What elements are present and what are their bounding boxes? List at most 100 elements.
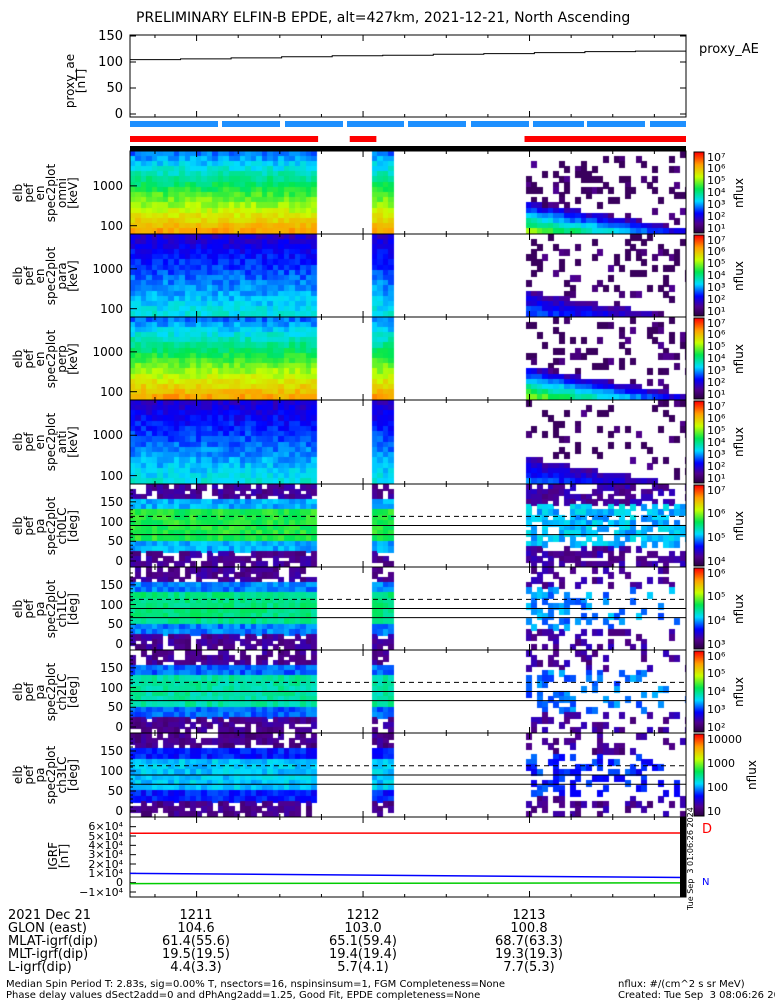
colorbar-tick-label: 10000 [707, 732, 742, 746]
colorbar-tick-label: 10⁷ [707, 150, 726, 164]
colorbar-tick-label: 10⁴ [707, 613, 726, 627]
colorbar-frame [693, 733, 705, 817]
colorbar-6 [694, 568, 704, 649]
igrf-ytick-label: 0 [116, 876, 123, 890]
spectrogram-1-ylabel: elb pef en spec2plot omni [keV] [11, 163, 80, 222]
colorbar-frame [693, 317, 705, 400]
spectrogram-ytick-label: 1000 [92, 344, 123, 359]
colorbar-8 [694, 734, 704, 816]
data-availability-bar [130, 146, 686, 151]
footer-row-label: GLON (east) [8, 921, 87, 936]
spectrogram-6-ylabel: elb pef pa spec2plot ch1LC [deg] [11, 579, 80, 638]
footer-row-label: 2021 Dec 21 [8, 908, 92, 923]
spin-phase-bar [222, 121, 280, 127]
colorbar-label: nflux [732, 510, 746, 541]
footer-value: 103.0 [344, 921, 382, 936]
science-zone-bar [349, 136, 377, 142]
igrf-edge [680, 817, 686, 897]
spin-phase-bar [347, 121, 404, 127]
spectrogram-1-frame [129, 150, 687, 235]
footer-units: nflux: #/(cm^2 s sr MeV) [618, 979, 745, 990]
colorbar-tick-label: 10³ [707, 197, 726, 211]
spectrogram-ytick-label: 100 [100, 680, 123, 695]
spectrogram-ytick-label: 0 [115, 554, 123, 568]
footer-row-label: MLAT-igrf(dip) [8, 934, 99, 949]
colorbar-label: nflux [732, 427, 746, 457]
spin-phase-bar [130, 121, 218, 127]
spectrogram-ytick-label: 100 [100, 384, 123, 399]
colorbar-frame [693, 650, 705, 733]
colorbar-tick-label: 10¹ [707, 221, 726, 235]
footer-note-2: Phase delay values dSect2add=0 and dPhAn… [6, 990, 481, 1000]
colorbar-frame [693, 234, 705, 317]
spectrogram-ytick-label: 0 [115, 720, 123, 734]
colorbar-tick-label: 10³ [707, 280, 726, 294]
colorbar-tick-label: 10⁵ [707, 530, 726, 544]
colorbar-tick-label: 10⁴ [707, 435, 726, 449]
colorbar-tick-label: 10⁵ [707, 590, 726, 604]
colorbar-tick-label: 10² [707, 209, 726, 223]
colorbar-tick-label: 1000 [707, 756, 735, 770]
colorbar-tick-label: 10⁷ [707, 483, 726, 497]
spectrogram-4-ylabel: elb pef en spec2plot anti [keV] [11, 412, 80, 472]
colorbar-label: nflux [732, 177, 746, 208]
proxy-ae-legend: proxy_AE [699, 42, 759, 57]
igrf-Z-line [129, 882, 687, 885]
colorbar-tick-label: 10⁴ [707, 269, 726, 282]
science-zone-bar [524, 136, 686, 142]
colorbar-tick-label: 10² [707, 459, 726, 473]
colorbar-tick-label: 10⁶ [707, 649, 726, 663]
colorbar-5 [694, 485, 704, 566]
colorbar-tick-label: 10⁵ [707, 667, 726, 681]
colorbar-label: nflux [732, 260, 746, 291]
colorbar-tick-label: 10⁵ [707, 174, 726, 188]
colorbar-frame [693, 400, 705, 484]
igrf-d-label: D [702, 822, 713, 837]
spectrogram-2-ylabel: elb pef en spec2plot para [keV] [11, 246, 80, 305]
spectrogram-ytick-label: 100 [100, 468, 123, 483]
colorbar-7 [694, 651, 704, 732]
footer-value: 7.7(5.3) [503, 960, 555, 975]
colorbar-3 [694, 318, 704, 399]
spectrogram-4-heatmap [130, 400, 686, 484]
colorbar-frame [693, 484, 705, 567]
colorbar-tick-label: 10⁷ [707, 399, 726, 413]
footer-value: 100.8 [510, 921, 548, 936]
spectrogram-ytick-label: 50 [107, 700, 123, 715]
colorbar-tick-label: 10² [707, 375, 726, 389]
colorbar-tick-label: 10⁶ [707, 328, 726, 342]
spectrogram-ytick-label: 1000 [92, 428, 123, 443]
colorbar-1 [694, 152, 704, 233]
proxy-ae-ytick-label: 50 [106, 80, 123, 96]
spectrogram-ytick-label: 100 [100, 597, 123, 612]
colorbar-tick-label: 10⁴ [707, 554, 726, 568]
spectrogram-ytick-label: 50 [107, 617, 123, 632]
colorbar-2 [694, 235, 704, 316]
colorbar-tick-label: 10³ [707, 637, 726, 651]
colorbar-tick-label: 10¹ [707, 471, 726, 485]
spectrogram-8-ylabel: elb pef pa spec2plot ch3LC [deg] [11, 745, 80, 805]
spectrogram-1-heatmap [130, 151, 686, 234]
colorbar-tick-label: 10² [707, 292, 726, 306]
colorbar-tick-label: 10⁶ [707, 566, 726, 580]
colorbar-frame [693, 151, 705, 234]
colorbar-label: nflux [732, 676, 746, 707]
colorbar-label: nflux [732, 343, 746, 374]
spin-phase-bar [533, 121, 584, 127]
proxy-ae-frame [129, 34, 687, 118]
igrf-ytick-label: 5×10⁴ [88, 829, 123, 843]
colorbar-tick-label: 10³ [707, 702, 726, 716]
footer-value: 19.4(19.4) [328, 947, 398, 962]
spectrogram-2-heatmap [130, 234, 686, 317]
footer-value: 1213 [512, 908, 546, 923]
spectrogram-ytick-label: 100 [100, 514, 123, 529]
spectrogram-4-frame [129, 399, 687, 485]
proxy-ae-ytick-label: 0 [114, 106, 123, 122]
spectrogram-ytick-label: 150 [100, 660, 123, 675]
igrf-n-label: N [702, 877, 710, 888]
spectrogram-ytick-label: 100 [100, 301, 123, 316]
igrf-frame [129, 816, 687, 898]
igrf-ytick-label: −1×10⁴ [79, 885, 123, 899]
